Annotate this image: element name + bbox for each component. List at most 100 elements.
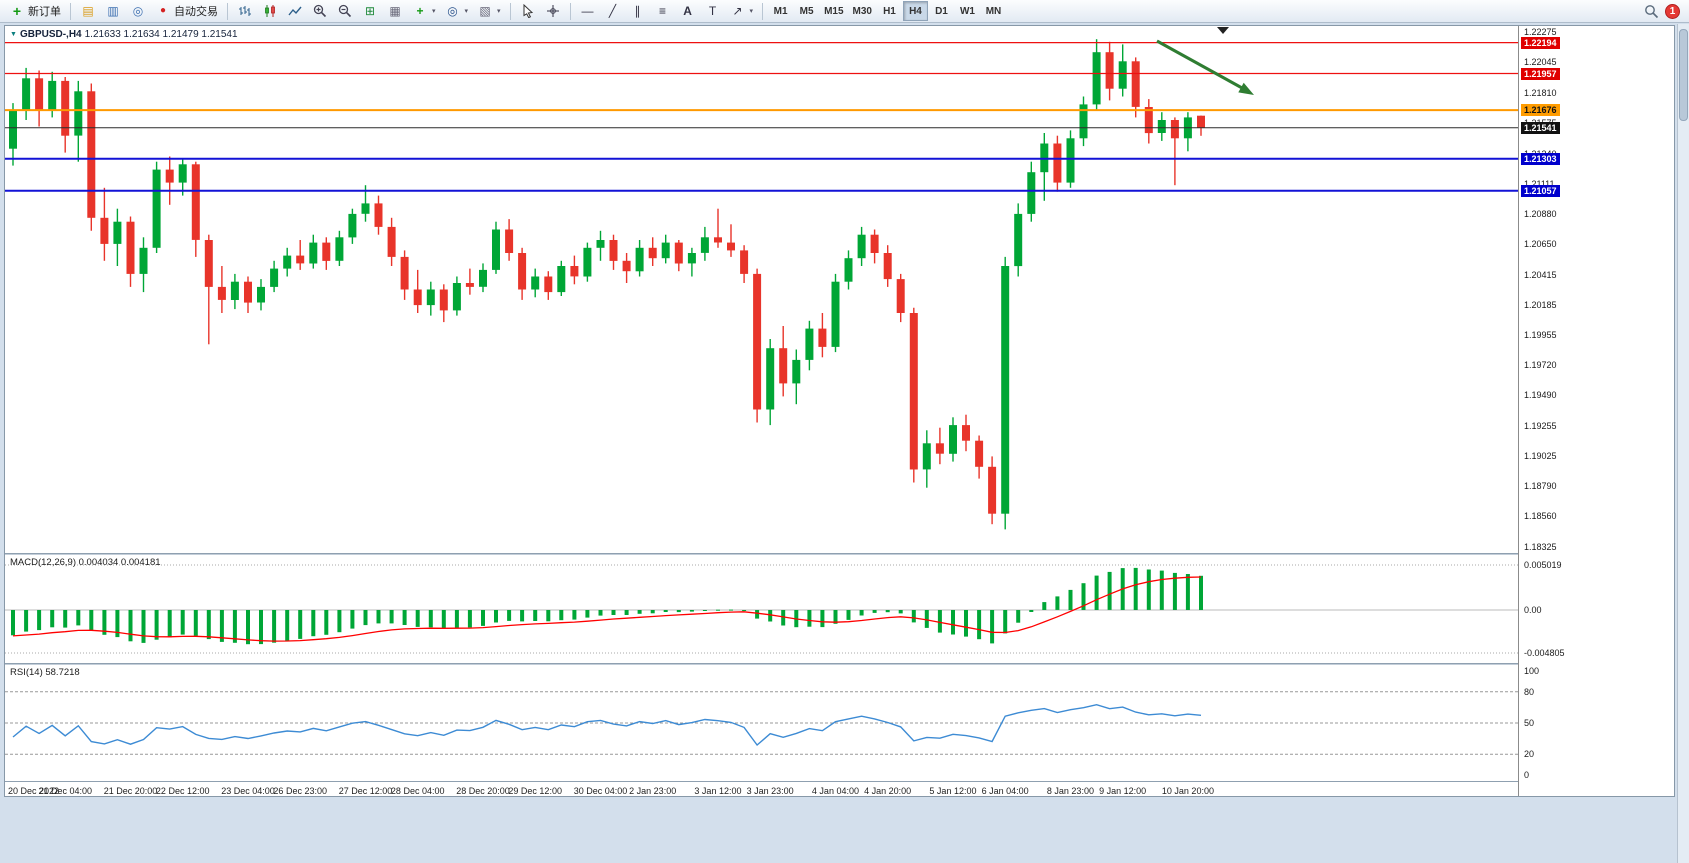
timeframe-m1-button[interactable]: M1 bbox=[773, 5, 788, 17]
arrows-icon: ↗ bbox=[732, 4, 743, 18]
toolbar-separator bbox=[569, 2, 571, 20]
new-chart-button[interactable]: + ▾ bbox=[408, 1, 440, 21]
macd-histogram-bar bbox=[833, 610, 838, 624]
arrange-windows-button[interactable]: ▦ bbox=[383, 1, 407, 21]
macd-histogram-bar bbox=[611, 610, 616, 615]
price-tick: 1.19255 bbox=[1524, 420, 1557, 431]
bar-chart-button[interactable] bbox=[233, 1, 257, 21]
symbol-text: GBPUSD-,H4 bbox=[19, 29, 82, 40]
rsi-canvas[interactable] bbox=[5, 665, 1518, 781]
trend-arrow-head[interactable] bbox=[1238, 82, 1254, 95]
trend-arrow[interactable] bbox=[1156, 39, 1244, 90]
price-tag: 1.22194 bbox=[1521, 36, 1560, 49]
macd-histogram-bar bbox=[1042, 602, 1047, 610]
candle-body bbox=[178, 164, 187, 183]
rsi-pane-separator[interactable] bbox=[5, 663, 1674, 665]
profiles-button[interactable]: ▤ bbox=[76, 1, 100, 21]
timeframe-w1-button[interactable]: W1 bbox=[959, 5, 975, 17]
time-label: 4 Jan 04:00 bbox=[811, 786, 859, 796]
toolbar: + 新订单 ▤ ▥ ◎ ● 自动交易 bbox=[0, 0, 1689, 23]
hline-tool-button[interactable]: — bbox=[576, 1, 600, 21]
label-icon: T bbox=[708, 4, 717, 18]
timeframe-mn-button[interactable]: MN bbox=[985, 5, 1002, 17]
timeframe-m30-button[interactable]: M30 bbox=[852, 5, 872, 17]
templates-button[interactable]: ▧ ▾ bbox=[473, 1, 505, 21]
chevron-down-icon: ▾ bbox=[464, 8, 469, 15]
channel-icon: ∥ bbox=[634, 4, 641, 18]
candle-body bbox=[727, 242, 735, 251]
time-label: 29 Dec 12:00 bbox=[508, 786, 562, 796]
price-tick: 1.18560 bbox=[1524, 511, 1557, 522]
candle-body bbox=[1144, 107, 1153, 134]
chart-canvas[interactable] bbox=[5, 26, 1518, 553]
macd-histogram-bar bbox=[402, 610, 407, 625]
timeframe-m5-button[interactable]: M5 bbox=[799, 5, 814, 17]
timeframe-m15-button[interactable]: M15 bbox=[824, 5, 844, 17]
fibonacci-tool-button[interactable]: ≡ bbox=[651, 1, 675, 21]
time-axis[interactable]: 20 Dec 2022 21 Dec 04:00 21 Dec 20:00 22 De… bbox=[5, 781, 1518, 798]
scrollbar-thumb[interactable] bbox=[1679, 29, 1688, 121]
timeframe-d1-button[interactable]: D1 bbox=[935, 5, 948, 17]
price-scale[interactable]: 1.222751.220451.218101.215751.213401.211… bbox=[1518, 26, 1674, 796]
label-tool-button[interactable]: T bbox=[701, 1, 725, 21]
line-chart-button[interactable] bbox=[283, 1, 307, 21]
candle-body bbox=[152, 169, 161, 248]
candlestick-button[interactable] bbox=[258, 1, 282, 21]
vertical-scrollbar[interactable] bbox=[1677, 24, 1689, 863]
macd-histogram-bar bbox=[689, 610, 694, 612]
candle-body bbox=[531, 276, 540, 290]
zoom-out-icon bbox=[337, 4, 353, 19]
time-label: 26 Dec 23:00 bbox=[273, 786, 327, 796]
candle-body bbox=[100, 217, 109, 244]
macd-histogram-bar bbox=[167, 610, 172, 638]
market-watch-button[interactable]: ▥ bbox=[101, 1, 125, 21]
crosshair-button[interactable] bbox=[541, 1, 565, 21]
price-tick: 1.18790 bbox=[1524, 481, 1557, 492]
macd-histogram-bar bbox=[598, 610, 603, 616]
autotrading-button[interactable]: ● 自动交易 bbox=[151, 1, 222, 21]
profiles-icon: ▤ bbox=[82, 4, 94, 18]
candle-body bbox=[635, 247, 644, 272]
candle-body bbox=[622, 260, 631, 272]
macd-histogram-bar bbox=[494, 610, 498, 623]
macd-histogram-bar bbox=[232, 610, 237, 643]
macd-histogram-bar bbox=[441, 610, 446, 629]
candle-body bbox=[831, 281, 840, 347]
navigator-button[interactable]: ◎ bbox=[126, 1, 150, 21]
timeframe-h4-button[interactable]: H4 bbox=[902, 1, 928, 21]
candle-body bbox=[805, 328, 814, 360]
cursor-button[interactable] bbox=[516, 1, 540, 21]
search-icon[interactable] bbox=[1643, 4, 1659, 19]
trendline-tool-button[interactable]: ╱ bbox=[601, 1, 625, 21]
zoom-out-button[interactable] bbox=[333, 1, 357, 21]
macd-signal-line bbox=[12, 576, 1202, 642]
macd-histogram-bar bbox=[546, 610, 551, 622]
candle-body bbox=[361, 203, 370, 214]
candle-body bbox=[413, 289, 422, 306]
candle-body bbox=[61, 80, 70, 136]
periods-button[interactable]: ◎ ▾ bbox=[441, 1, 473, 21]
candle-body bbox=[1001, 266, 1010, 514]
price-tick: 1.19955 bbox=[1524, 329, 1557, 340]
arrows-tool-button[interactable]: ↗ ▾ bbox=[726, 1, 758, 21]
macd-pane-separator[interactable] bbox=[5, 553, 1674, 555]
candle-body bbox=[1170, 120, 1179, 139]
candle-body bbox=[949, 425, 957, 454]
channel-tool-button[interactable]: ∥ bbox=[626, 1, 650, 21]
text-tool-button[interactable]: A bbox=[676, 1, 700, 21]
tile-windows-button[interactable]: ⊞ bbox=[358, 1, 382, 21]
macd-canvas[interactable] bbox=[5, 555, 1518, 663]
notification-badge[interactable]: 1 bbox=[1665, 3, 1680, 19]
timeframe-h1-button[interactable]: H1 bbox=[883, 5, 896, 17]
trendline-icon: ╱ bbox=[608, 4, 617, 18]
zoom-in-button[interactable] bbox=[308, 1, 332, 21]
new-order-button[interactable]: + 新订单 bbox=[5, 1, 65, 21]
candle-body bbox=[975, 440, 984, 467]
candle-body bbox=[583, 247, 592, 277]
candle-body bbox=[570, 266, 579, 277]
time-label: 27 Dec 12:00 bbox=[338, 786, 393, 796]
chart-shift-marker[interactable] bbox=[1217, 27, 1229, 34]
macd-histogram-bar bbox=[885, 610, 890, 613]
time-label: 23 Dec 04:00 bbox=[221, 786, 275, 796]
price-tick: 1.18325 bbox=[1524, 542, 1557, 552]
